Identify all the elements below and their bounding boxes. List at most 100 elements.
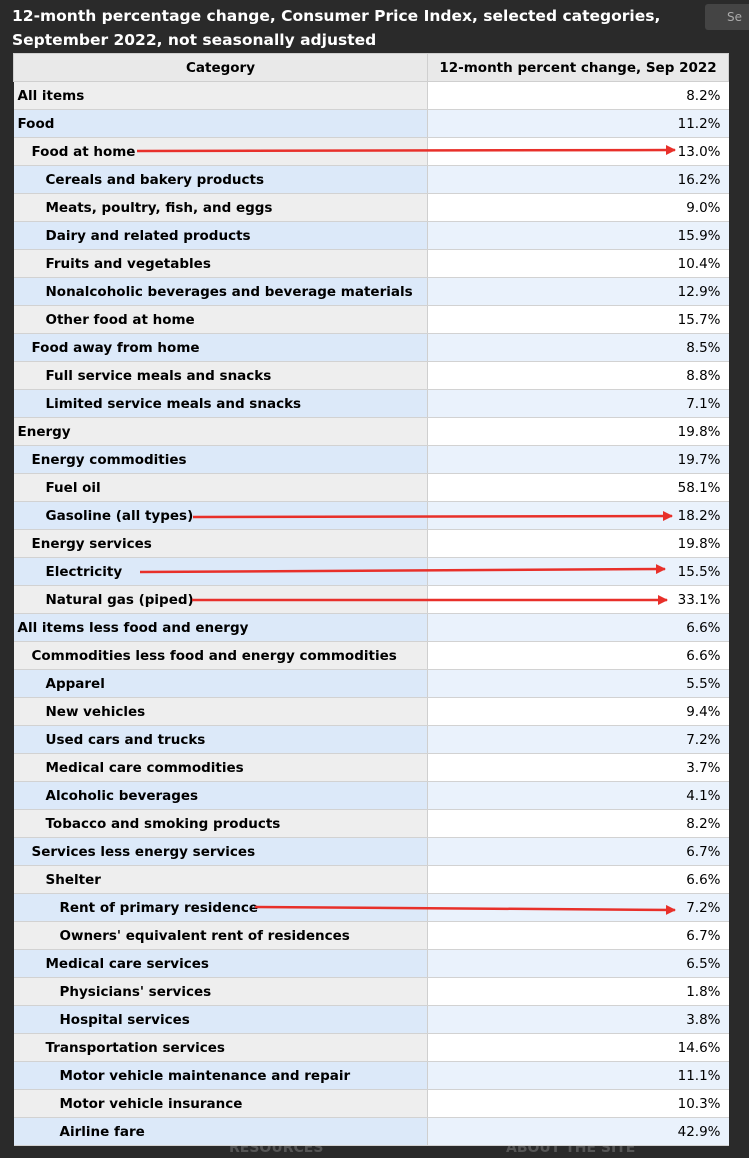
category-cell: Motor vehicle maintenance and repair [13,1061,428,1090]
table-row: Energy 19.8% [13,417,729,446]
category-cell: Physicians' services [13,977,428,1006]
category-cell: Energy commodities [13,445,428,474]
table-row: Commodities less food and energy commodi… [13,641,729,670]
table-row: All items 8.2% [13,81,729,110]
table-row: Apparel 5.5% [13,669,729,698]
table-row: Meats, poultry, fish, and eggs 9.0% [13,193,729,222]
table-row: Full service meals and snacks 8.8% [13,361,729,390]
value-cell: 10.3% [427,1089,729,1118]
value-cell: 1.8% [427,977,729,1006]
category-cell: Food away from home [13,333,428,362]
table-row: Dairy and related products 15.9% [13,221,729,250]
header-row: Category 12-month percent change, Sep 20… [13,53,729,82]
category-cell: Limited service meals and snacks [13,389,428,418]
category-cell: Motor vehicle insurance [13,1089,428,1118]
category-cell: Shelter [13,865,428,894]
table-row: Services less energy services 6.7% [13,837,729,866]
category-cell: Hospital services [13,1005,428,1034]
value-cell: 15.9% [427,221,729,250]
value-cell: 6.5% [427,949,729,978]
value-cell: 8.2% [427,81,729,110]
value-cell: 11.2% [427,109,729,138]
value-cell: 15.5% [427,557,729,586]
value-cell: 6.7% [427,921,729,950]
value-cell: 19.7% [427,445,729,474]
category-cell: Alcoholic beverages [13,781,428,810]
cpi-table: Category 12-month percent change, Sep 20… [13,53,729,1146]
value-cell: 6.6% [427,613,729,642]
value-cell: 6.6% [427,865,729,894]
category-cell: Gasoline (all types) [13,501,428,530]
category-cell: Medical care services [13,949,428,978]
value-cell: 33.1% [427,585,729,614]
category-cell: Apparel [13,669,428,698]
value-cell: 7.2% [427,725,729,754]
value-cell: 6.6% [427,641,729,670]
category-cell: All items [13,81,428,110]
table-row: Airline fare 42.9% [13,1117,729,1146]
table-row: Shelter 6.6% [13,865,729,894]
category-cell: Services less energy services [13,837,428,866]
value-cell: 8.2% [427,809,729,838]
value-cell: 13.0% [427,137,729,166]
category-cell: All items less food and energy [13,613,428,642]
table-row: Energy commodities 19.7% [13,445,729,474]
value-cell: 10.4% [427,249,729,278]
value-cell: 8.8% [427,361,729,390]
value-cell: 14.6% [427,1033,729,1062]
category-cell: Nonalcoholic beverages and beverage mate… [13,277,428,306]
value-cell: 11.1% [427,1061,729,1090]
value-cell: 4.1% [427,781,729,810]
table-row: Gasoline (all types) 18.2% [13,501,729,530]
table-row: Motor vehicle maintenance and repair 11.1… [13,1061,729,1090]
table-row: Motor vehicle insurance 10.3% [13,1089,729,1118]
table-row: Energy services 19.8% [13,529,729,558]
value-cell: 16.2% [427,165,729,194]
header-cell: 12-month percent change, Sep 2022 [427,53,729,82]
table-row: Food at home 13.0% [13,137,729,166]
table-row: Owners' equivalent rent of residences 6.7… [13,921,729,950]
value-cell: 7.2% [427,893,729,922]
table-row: Transportation services 14.6% [13,1033,729,1062]
table-row: New vehicles 9.4% [13,697,729,726]
category-cell: Fuel oil [13,473,428,502]
value-cell: 42.9% [427,1117,729,1146]
value-cell: 3.8% [427,1005,729,1034]
category-cell: Electricity [13,557,428,586]
value-cell: 9.0% [427,193,729,222]
value-cell: 58.1% [427,473,729,502]
value-cell: 19.8% [427,417,729,446]
table-row: Food away from home 8.5% [13,333,729,362]
table-row: Tobacco and smoking products 8.2% [13,809,729,838]
header-cell: Category [13,53,428,82]
category-cell: Energy services [13,529,428,558]
value-cell: 7.1% [427,389,729,418]
table-row: Hospital services 3.8% [13,1005,729,1034]
table-row: Cereals and bakery products 16.2% [13,165,729,194]
category-cell: Food at home [13,137,428,166]
table-row: All items less food and energy 6.6% [13,613,729,642]
table-row: Nonalcoholic beverages and beverage mate… [13,277,729,306]
category-cell: Fruits and vegetables [13,249,428,278]
value-cell: 15.7% [427,305,729,334]
category-cell: Meats, poultry, fish, and eggs [13,193,428,222]
value-cell: 9.4% [427,697,729,726]
value-cell: 12.9% [427,277,729,306]
category-cell: Airline fare [13,1117,428,1146]
category-cell: Medical care commodities [13,753,428,782]
table-row: Limited service meals and snacks 7.1% [13,389,729,418]
value-cell: 8.5% [427,333,729,362]
table-row: Fruits and vegetables 10.4% [13,249,729,278]
search-box[interactable]: Se [705,4,749,30]
category-cell: Full service meals and snacks [13,361,428,390]
value-cell: 19.8% [427,529,729,558]
category-cell: Used cars and trucks [13,725,428,754]
table-row: Rent of primary residence 7.2% [13,893,729,922]
category-cell: Energy [13,417,428,446]
table-row: Other food at home 15.7% [13,305,729,334]
table-row: Physicians' services 1.8% [13,977,729,1006]
category-cell: Natural gas (piped) [13,585,428,614]
table-title: 12-month percentage change, Consumer Pri… [12,7,661,49]
value-cell: 6.7% [427,837,729,866]
